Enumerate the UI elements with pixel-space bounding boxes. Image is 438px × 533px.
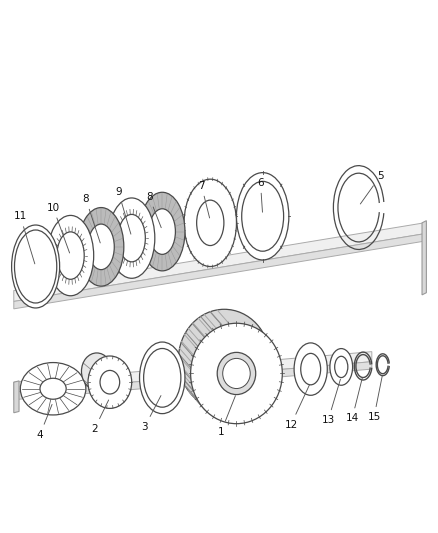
Text: 13: 13 <box>321 379 340 425</box>
Ellipse shape <box>109 198 155 278</box>
Text: 6: 6 <box>257 177 264 212</box>
Ellipse shape <box>14 230 57 303</box>
Text: 8: 8 <box>146 192 161 228</box>
Ellipse shape <box>78 207 124 286</box>
Ellipse shape <box>57 232 84 279</box>
Text: 3: 3 <box>141 395 161 432</box>
Ellipse shape <box>100 370 120 394</box>
Text: 14: 14 <box>346 377 362 423</box>
Ellipse shape <box>242 181 284 251</box>
Text: 12: 12 <box>284 385 310 430</box>
Text: 10: 10 <box>46 203 70 253</box>
Ellipse shape <box>223 358 250 389</box>
Polygon shape <box>14 381 19 413</box>
Ellipse shape <box>118 214 145 262</box>
Ellipse shape <box>20 362 86 415</box>
Polygon shape <box>422 221 426 295</box>
Ellipse shape <box>294 343 327 395</box>
Text: 4: 4 <box>37 405 52 440</box>
Ellipse shape <box>81 353 112 390</box>
Text: 8: 8 <box>82 194 100 243</box>
Ellipse shape <box>149 209 175 254</box>
Ellipse shape <box>178 309 270 410</box>
Text: 5: 5 <box>360 171 384 204</box>
Polygon shape <box>14 223 424 302</box>
Ellipse shape <box>217 352 256 394</box>
Ellipse shape <box>144 349 181 407</box>
Ellipse shape <box>184 179 237 266</box>
Polygon shape <box>14 352 372 392</box>
Polygon shape <box>424 224 426 259</box>
Ellipse shape <box>12 225 60 308</box>
Polygon shape <box>14 362 372 400</box>
Ellipse shape <box>237 173 289 260</box>
Text: 7: 7 <box>198 181 210 218</box>
Ellipse shape <box>197 200 224 246</box>
Ellipse shape <box>40 378 66 399</box>
Ellipse shape <box>140 192 185 271</box>
Text: 2: 2 <box>91 400 109 434</box>
Text: 15: 15 <box>367 376 382 422</box>
Ellipse shape <box>140 342 185 414</box>
Ellipse shape <box>335 356 348 377</box>
Text: 11: 11 <box>14 211 35 264</box>
Text: 9: 9 <box>115 187 131 234</box>
Polygon shape <box>14 234 424 309</box>
Ellipse shape <box>191 323 283 424</box>
Ellipse shape <box>47 215 94 296</box>
Text: 1: 1 <box>218 395 236 437</box>
Ellipse shape <box>88 224 114 270</box>
Ellipse shape <box>301 353 321 385</box>
Ellipse shape <box>330 349 353 385</box>
Ellipse shape <box>88 356 132 408</box>
